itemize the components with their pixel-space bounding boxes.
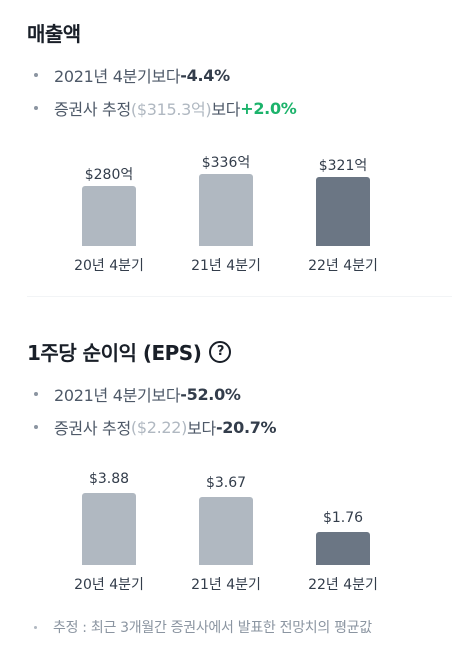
- revenue-consensus-value: +2.0%: [240, 98, 297, 118]
- bar-category-label: 21년 4분기: [191, 577, 261, 593]
- bar-1: [82, 493, 136, 565]
- bullet-dot: [34, 73, 38, 77]
- revenue-consensus-estimate: ($315.3억): [130, 100, 212, 119]
- bar-value-label: $336억: [201, 155, 251, 171]
- eps-consensus-value: -20.7%: [215, 417, 277, 437]
- bar-category-label: 22년 4분기: [308, 577, 378, 593]
- section-divider: [27, 296, 452, 297]
- footnote-text: 추정 : 최근 3개월간 증권사에서 발표한 전망치의 평균값: [53, 620, 372, 636]
- bar-category-label: 21년 4분기: [191, 258, 261, 274]
- revenue-yoy-bullet: 2021년 4분기보다 -4.4%: [34, 63, 230, 87]
- eps-title: 1주당 순이익 (EPS) ?: [27, 337, 232, 366]
- eps-yoy-value: -52.0%: [180, 384, 241, 404]
- bar-3: [316, 177, 370, 246]
- bar-value-label: $1.76: [322, 510, 364, 526]
- eps-consensus-bullet: 증권사 추정 ($2.22) 보다 -20.7%: [34, 415, 277, 439]
- bullet-dot: [34, 625, 37, 629]
- bar-value-label: $3.88: [88, 471, 130, 487]
- revenue-consensus-bullet: 증권사 추정 ($315.3억) 보다 +2.0%: [34, 96, 297, 120]
- bullet-dot: [34, 392, 38, 396]
- bar-value-label: $3.67: [205, 475, 247, 491]
- bullet-dot: [34, 106, 38, 110]
- bar-2: [199, 497, 253, 565]
- eps-yoy-bullet: 2021년 4분기보다 -52.0%: [34, 382, 241, 406]
- bar-2: [199, 174, 253, 246]
- bullet-dot: [34, 425, 38, 429]
- bar-category-label: 20년 4분기: [74, 577, 144, 593]
- revenue-bar-chart: $280억 20년 4분기 $336억 21년 4분기 $321억 22년 4분기: [0, 150, 452, 275]
- bar-category-label: 20년 4분기: [74, 258, 144, 274]
- revenue-title: 매출액: [27, 22, 81, 46]
- bar-3: [316, 532, 370, 565]
- bar-value-label: $321억: [318, 158, 368, 174]
- bar-category-label: 22년 4분기: [308, 258, 378, 274]
- bar-1: [82, 186, 136, 246]
- bar-value-label: $280억: [84, 167, 134, 183]
- eps-bar-chart: $3.88 20년 4분기 $3.67 21년 4분기 $1.76 22년 4분기: [0, 465, 452, 595]
- footnote: 추정 : 최근 3개월간 증권사에서 발표한 전망치의 평균값: [34, 617, 372, 637]
- eps-consensus-estimate: ($2.22): [130, 417, 188, 437]
- revenue-yoy-value: -4.4%: [180, 65, 230, 85]
- question-circle-icon[interactable]: ?: [209, 340, 232, 363]
